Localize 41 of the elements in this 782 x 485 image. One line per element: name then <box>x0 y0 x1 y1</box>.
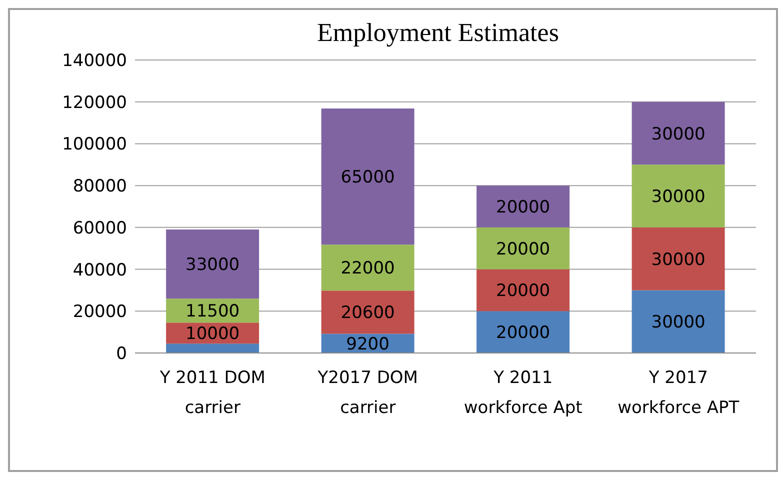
y-tick-label: 140000 <box>62 51 127 72</box>
bar <box>632 290 725 353</box>
bar <box>632 227 725 290</box>
data-label: 22000 <box>340 258 395 279</box>
bar <box>632 164 725 228</box>
data-label: 20000 <box>496 281 550 302</box>
data-label: 30000 <box>651 250 706 270</box>
data-label: 11500 <box>186 302 240 322</box>
data-label: 30000 <box>651 124 706 144</box>
bar <box>476 269 570 312</box>
data-label: 30000 <box>651 312 706 333</box>
y-tick-label: 120000 <box>62 92 127 113</box>
bar <box>476 311 570 353</box>
bar <box>321 244 414 291</box>
chart-title: Employment Estimates <box>316 18 560 48</box>
data-label: 30000 <box>651 187 706 208</box>
data-label: 10000 <box>186 324 240 344</box>
x-tick-label: Y 2011 workforce Apt <box>464 368 583 418</box>
bar <box>321 108 414 245</box>
bar <box>321 290 414 334</box>
data-label: 20000 <box>496 198 550 218</box>
y-tick-label: 0 <box>116 344 127 364</box>
y-tick-label: 20000 <box>72 302 127 322</box>
data-label: 20000 <box>496 239 550 260</box>
x-tick-label: Y 2017 workforce APT <box>618 368 740 418</box>
y-tick-label: 100000 <box>62 134 127 155</box>
data-label: 20000 <box>496 323 550 344</box>
bar <box>166 230 260 299</box>
y-tick-label: 80000 <box>72 176 127 197</box>
bar <box>166 344 260 353</box>
data-label: 20600 <box>340 303 395 324</box>
bar <box>632 102 725 165</box>
y-tick-label: 60000 <box>72 218 127 238</box>
x-tick-label: Y2017 DOM carrier <box>316 368 418 418</box>
y-tick-label: 40000 <box>72 260 127 280</box>
bar <box>476 186 570 228</box>
data-label: 9200 <box>346 334 390 354</box>
data-label: 33000 <box>186 255 240 276</box>
x-tick-label: Y 2011 DOM carrier <box>158 368 266 418</box>
bar <box>476 227 570 270</box>
data-label: 65000 <box>340 168 395 188</box>
